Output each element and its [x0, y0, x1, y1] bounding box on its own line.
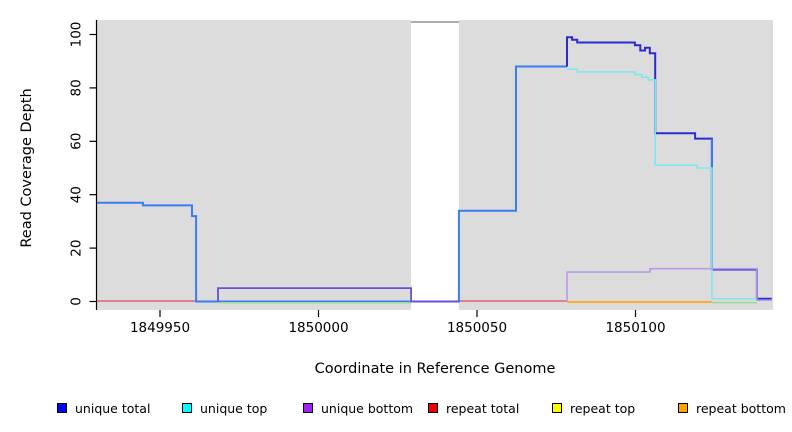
y-tick-label: 60 — [69, 133, 85, 150]
legend-label: repeat total — [446, 400, 520, 416]
series-line-unique-bottom-right — [566, 267, 772, 302]
legend-swatch-repeat-top — [552, 403, 562, 413]
legend-item-repeat-bottom: repeat bottom — [678, 398, 786, 418]
legend-label: unique total — [75, 400, 151, 416]
legend: unique total unique top unique bottom repea… — [0, 398, 792, 422]
legend-label: repeat bottom — [696, 400, 786, 416]
legend-swatch-unique-top — [182, 403, 192, 413]
series-line-unique-total-left — [96, 65, 567, 303]
series-line-unique-top — [567, 68, 757, 300]
x-axis-title: Coordinate in Reference Genome — [314, 361, 556, 377]
x-tick-label: 1850000 — [288, 320, 348, 336]
y-tick-label: 100 — [69, 22, 85, 48]
legend-item-repeat-total: repeat total — [428, 398, 519, 418]
legend-label: unique bottom — [321, 400, 414, 416]
series-line-unique-bottom-left — [217, 287, 459, 303]
legend-item-unique-bottom: unique bottom — [303, 398, 413, 418]
legend-swatch-unique-total — [57, 403, 67, 413]
y-axis-title: Read Coverage Depth — [19, 88, 35, 248]
legend-item-unique-total: unique total — [57, 398, 150, 418]
legend-swatch-repeat-total — [428, 403, 438, 413]
legend-swatch-repeat-bottom — [678, 403, 688, 413]
x-tick-label: 1850050 — [447, 320, 507, 336]
legend-item-unique-top: unique top — [182, 398, 267, 418]
legend-label: unique top — [200, 400, 268, 416]
y-tick-label: 40 — [69, 186, 85, 203]
legend-item-repeat-top: repeat top — [552, 398, 635, 418]
legend-label: repeat top — [570, 400, 636, 416]
masked-region — [411, 20, 459, 310]
x-tick-label: 1850100 — [605, 320, 665, 336]
legend-swatch-unique-bottom — [303, 403, 313, 413]
y-tick-label: 0 — [69, 297, 85, 306]
y-tick-label: 80 — [69, 79, 85, 96]
coverage-plot: 0 20 40 60 80 100 1849950 1850000 1850050 1850100 — [69, 20, 773, 336]
y-tick-label: 20 — [69, 240, 85, 257]
x-tick-label: 1849950 — [130, 320, 190, 336]
